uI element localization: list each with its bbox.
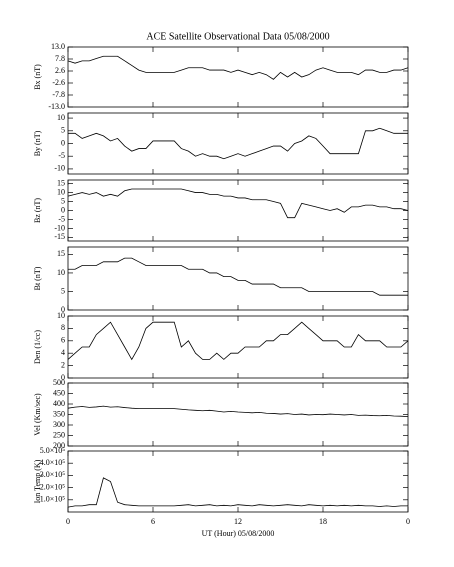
y-tick-label: -2.6: [52, 78, 65, 87]
y-tick-label: 0: [61, 373, 65, 382]
y-tick-label: 5.0×10⁵: [40, 446, 66, 455]
y-tick-label: 10: [57, 311, 65, 320]
series-line: [68, 257, 408, 296]
y-axis-label: Ion Temp (K): [33, 459, 42, 503]
y-tick-label: 0: [61, 205, 65, 214]
y-tick-label: 6: [61, 336, 65, 345]
panel-frame: [67, 112, 409, 175]
y-tick-label: 5: [61, 196, 65, 205]
y-tick-label: 500: [53, 378, 65, 387]
panel-frame: [67, 46, 409, 108]
x-tick-label: 18: [319, 517, 327, 526]
y-axis-label: By (nT): [33, 130, 42, 156]
x-tick-label: 0: [66, 517, 70, 526]
y-tick-label: -10: [54, 223, 65, 232]
y-tick-label: -13.0: [48, 102, 65, 111]
y-tick-label: -15: [54, 232, 65, 241]
y-tick-label: 8: [61, 323, 65, 332]
x-tick-label: 6: [151, 517, 155, 526]
y-tick-label: 1.0×10⁵: [40, 495, 66, 504]
y-tick-label: 15: [57, 178, 65, 187]
x-tick-label: 12: [234, 517, 242, 526]
y-tick-label: 3.0×10⁵: [40, 470, 66, 479]
y-axis-label: Bt (nT): [33, 266, 42, 290]
y-axis-label: Bz (nT): [33, 198, 42, 223]
series-line: [67, 188, 409, 219]
y-tick-label: 400: [53, 399, 65, 408]
y-tick-label: 4.0×10⁵: [40, 458, 66, 467]
y-tick-label: 10: [57, 268, 65, 277]
panel-frame: [67, 179, 409, 242]
y-tick-label: 7.8: [55, 54, 65, 63]
y-tick-label: 5: [61, 126, 65, 135]
y-tick-label: -5: [58, 214, 65, 223]
y-axis-label: Vel (Km/sec): [33, 393, 42, 436]
series-line: [68, 127, 408, 160]
y-tick-label: 15: [57, 249, 65, 258]
y-tick-label: -7.8: [52, 90, 65, 99]
y-tick-label: 0: [61, 305, 65, 314]
y-tick-label: 2.0×10⁵: [40, 482, 66, 491]
series-line: [67, 321, 409, 361]
series-line: [67, 477, 408, 508]
x-axis-label: UT (Hour) 05/08/2000: [202, 529, 275, 538]
y-tick-label: 10: [57, 187, 65, 196]
y-tick-label: 200: [53, 441, 65, 450]
y-tick-label: 350: [53, 409, 65, 418]
y-tick-label: -10: [54, 164, 65, 173]
y-tick-label: 250: [53, 430, 65, 439]
x-tick-label: 0: [406, 517, 410, 526]
chart-title: ACE Satellite Observational Data 05/08/2…: [146, 31, 329, 42]
y-tick-label: 4: [61, 348, 65, 357]
y-tick-label: 300: [53, 420, 65, 429]
y-tick-label: 2: [61, 360, 65, 369]
panel-frame: [67, 315, 409, 379]
y-tick-label: -5: [58, 151, 65, 160]
y-tick-label: 5: [61, 286, 65, 295]
y-tick-label: 2.6: [55, 66, 65, 75]
panel-frame: [67, 382, 409, 447]
panel-frame: [67, 246, 409, 311]
y-axis-label: Den (1/cc): [33, 330, 42, 364]
series-line: [67, 405, 409, 417]
y-axis-label: Bx (nT): [33, 64, 42, 90]
y-tick-label: 450: [53, 388, 65, 397]
series-line: [67, 55, 409, 80]
y-tick-label: 13.0: [51, 42, 65, 51]
y-tick-label: 0: [61, 138, 65, 147]
y-tick-label: 10: [57, 113, 65, 122]
